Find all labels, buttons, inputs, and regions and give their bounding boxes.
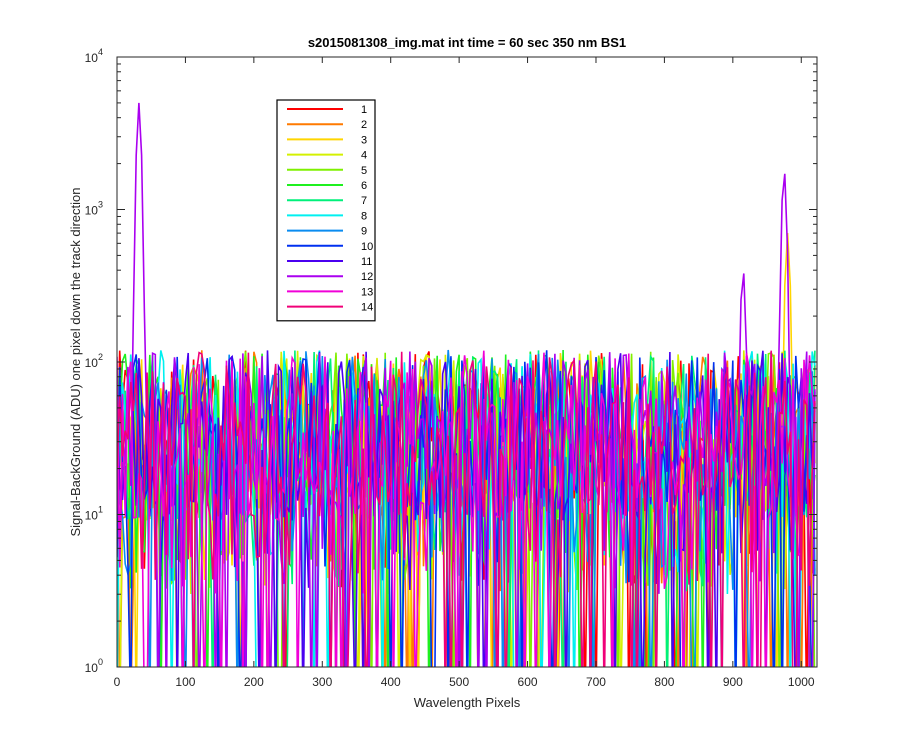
- legend-box: [276, 99, 376, 322]
- series-line-14: [117, 350, 816, 667]
- legend-label: 9: [361, 226, 367, 238]
- x-tick-label: 900: [723, 675, 743, 689]
- legend-label: 6: [361, 180, 367, 192]
- legend-label: 12: [361, 271, 373, 283]
- x-tick-label: 0: [114, 675, 121, 689]
- legend-label: 2: [361, 119, 367, 131]
- legend-label: 7: [361, 195, 367, 207]
- legend-label: 1: [361, 104, 367, 116]
- legend-label: 5: [361, 165, 367, 177]
- legend-label: 13: [361, 286, 373, 298]
- x-tick-label: 800: [654, 675, 674, 689]
- legend-label: 8: [361, 210, 367, 222]
- y-tick-label: 102: [85, 352, 103, 370]
- legend-label: 14: [361, 302, 373, 314]
- x-tick-label: 400: [381, 675, 401, 689]
- x-tick-label: 100: [175, 675, 195, 689]
- y-tick-label: 101: [85, 505, 103, 523]
- x-tick-label: 500: [449, 675, 469, 689]
- x-axis: 0 100 200 300 400 500 600 700 800 900 1000: [114, 57, 815, 689]
- x-tick-label: 300: [312, 675, 332, 689]
- x-tick-label: 700: [586, 675, 606, 689]
- legend-label: 4: [361, 150, 367, 162]
- plot-area: [116, 56, 818, 668]
- chart-title: s2015081308_img.mat int time = 60 sec 35…: [308, 35, 626, 50]
- x-tick-label: 1000: [788, 675, 815, 689]
- series-lines: [117, 102, 816, 667]
- legend-label: 11: [361, 256, 372, 268]
- y-tick-label: 100: [85, 657, 103, 675]
- legend-label: 3: [361, 134, 367, 146]
- x-axis-label: Wavelength Pixels: [414, 695, 521, 710]
- y-tick-label: 103: [85, 200, 103, 218]
- legend-label: 10: [361, 241, 373, 253]
- x-tick-label: 200: [244, 675, 264, 689]
- x-tick-label: 600: [518, 675, 538, 689]
- y-tick-label: 104: [85, 47, 103, 65]
- y-axis-label: Signal-BackGround (ADU) one pixel down t…: [68, 187, 83, 536]
